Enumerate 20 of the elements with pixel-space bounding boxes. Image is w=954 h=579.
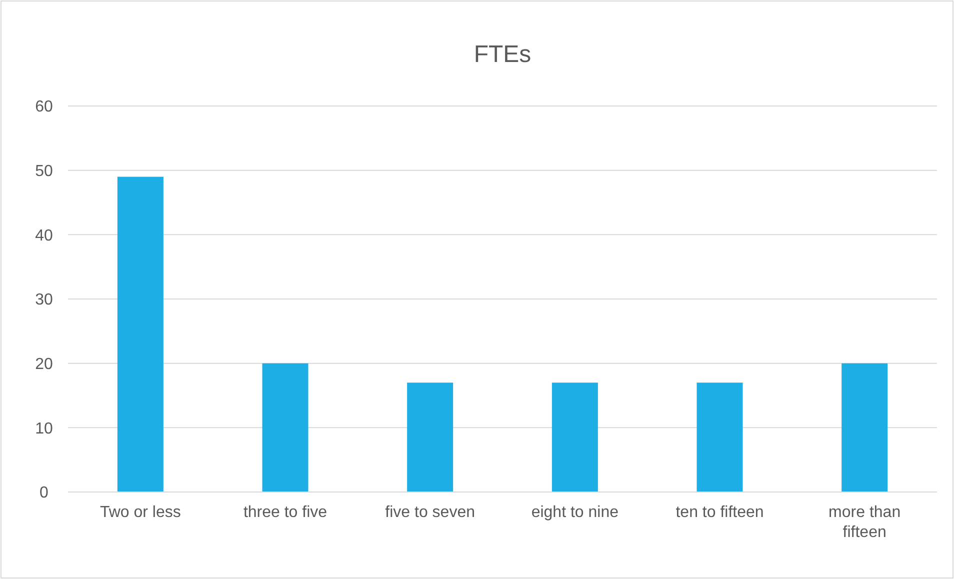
x-tick-label: five to seven — [385, 504, 475, 521]
y-tick-label: 60 — [35, 98, 53, 116]
bar — [842, 363, 888, 492]
y-tick-label: 10 — [35, 420, 53, 438]
bar — [262, 363, 308, 492]
x-tick-label: Two or less — [100, 504, 181, 521]
x-tick-label: eight to nine — [531, 504, 619, 521]
y-tick-label: 20 — [35, 356, 53, 373]
y-tick-label: 30 — [35, 292, 53, 309]
bar — [407, 382, 454, 492]
y-tick-label: 0 — [40, 484, 49, 502]
bar — [696, 382, 743, 492]
y-tick-label: 40 — [35, 227, 53, 244]
x-tick-label: more than fifteen — [828, 504, 901, 541]
chart-title: FTEs — [474, 41, 532, 68]
bar — [552, 382, 598, 492]
bar — [117, 176, 164, 492]
x-tick-label: ten to fifteen — [676, 504, 764, 521]
x-tick-label: three to five — [243, 504, 328, 521]
y-tick-label: 50 — [35, 162, 53, 180]
